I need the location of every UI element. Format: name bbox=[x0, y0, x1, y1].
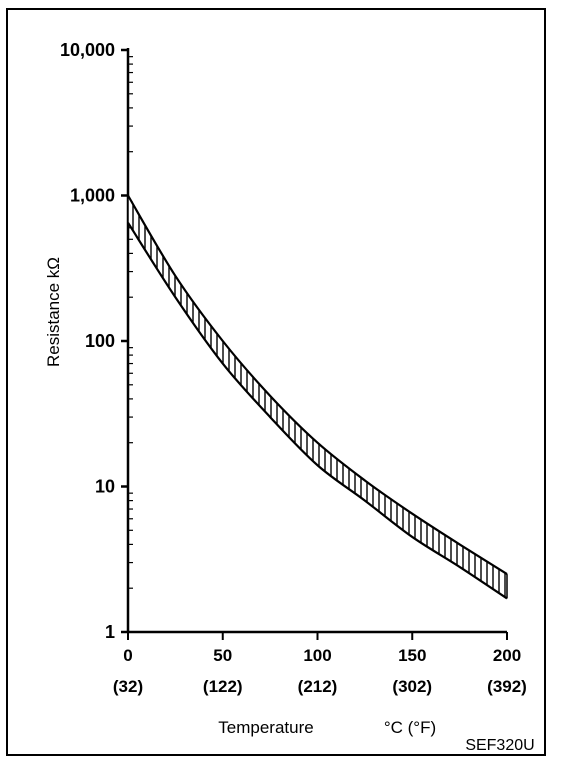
x-tick-label-fahrenheit: (122) bbox=[203, 677, 243, 696]
figure-frame bbox=[6, 8, 546, 756]
figure-id: SEF320U bbox=[465, 737, 534, 754]
x-tick-label-celsius: 150 bbox=[398, 646, 426, 665]
y-axis-label: Resistance kΩ bbox=[44, 257, 63, 367]
x-tick-label-celsius: 100 bbox=[303, 646, 331, 665]
x-axis-label: Temperature bbox=[218, 718, 313, 737]
y-tick-label: 1,000 bbox=[70, 186, 115, 206]
y-tick-label: 10 bbox=[95, 477, 115, 497]
y-tick-label: 1 bbox=[105, 622, 115, 642]
upper-resistance-curve bbox=[127, 194, 508, 576]
x-tick-label-celsius: 200 bbox=[493, 646, 521, 665]
x-axis-unit: °C (°F) bbox=[384, 718, 436, 737]
y-tick-label: 100 bbox=[85, 331, 115, 351]
resistance-band-fill bbox=[128, 195, 507, 599]
x-tick-label-celsius: 50 bbox=[213, 646, 232, 665]
x-tick-label-fahrenheit: (212) bbox=[298, 677, 338, 696]
lower-resistance-curve bbox=[127, 222, 508, 600]
y-tick-label: 10,000 bbox=[60, 40, 115, 60]
x-tick-label-fahrenheit: (302) bbox=[392, 677, 432, 696]
x-tick-label-fahrenheit: (32) bbox=[113, 677, 143, 696]
x-tick-label-celsius: 0 bbox=[123, 646, 132, 665]
x-tick-label-fahrenheit: (392) bbox=[487, 677, 527, 696]
